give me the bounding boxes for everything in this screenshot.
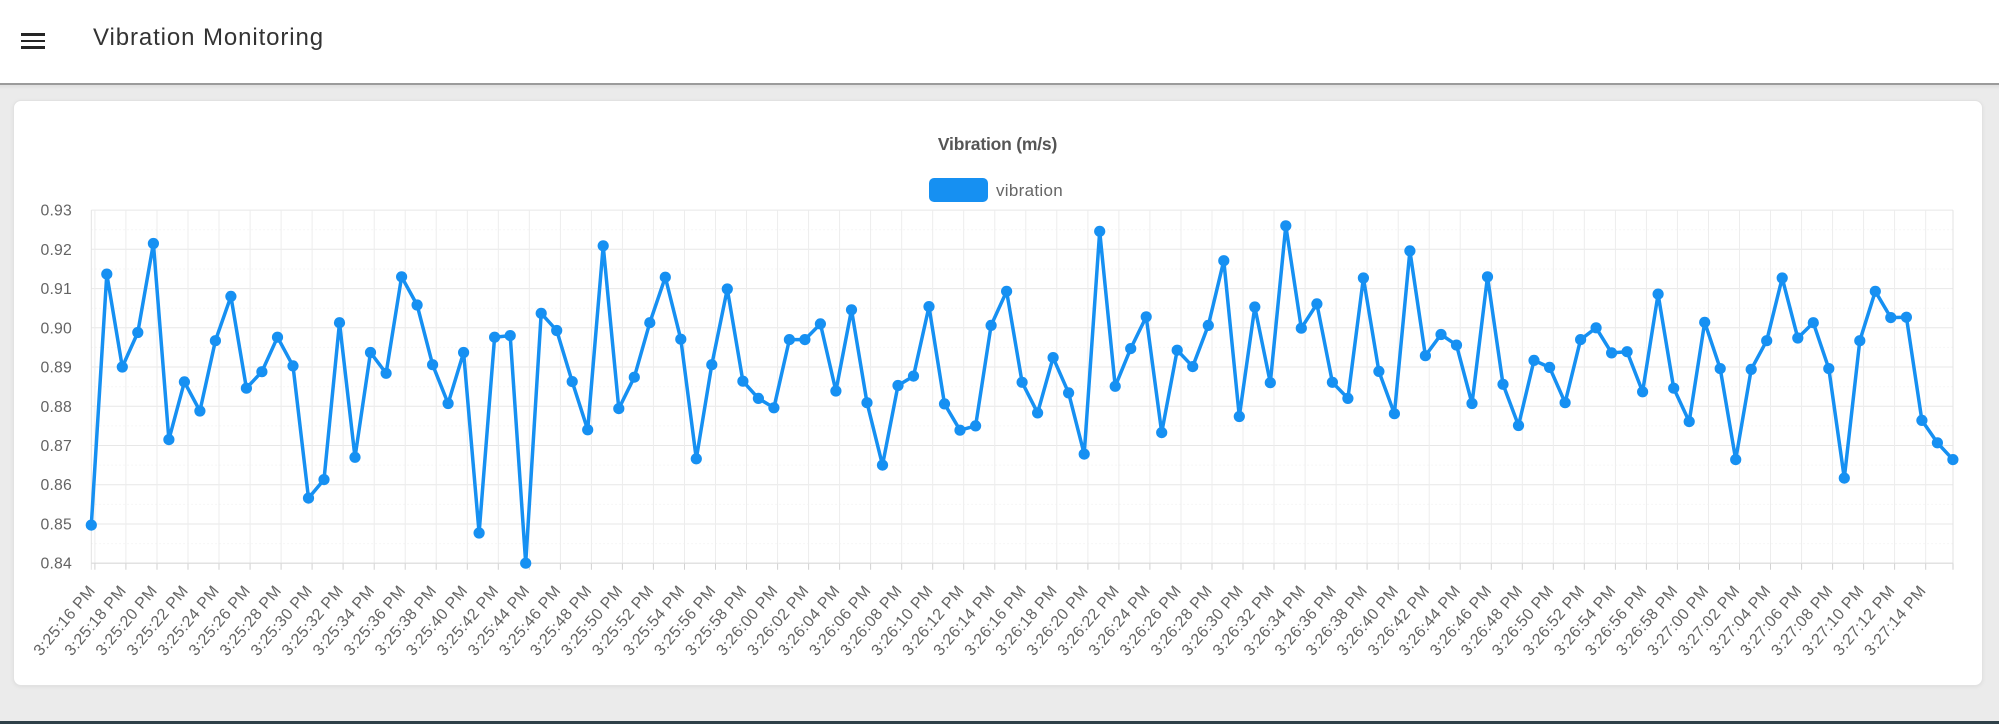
svg-text:0.86: 0.86 — [40, 477, 72, 494]
svg-text:0.87: 0.87 — [40, 438, 72, 455]
svg-text:0.89: 0.89 — [40, 360, 72, 377]
svg-text:0.92: 0.92 — [40, 242, 72, 259]
svg-text:0.88: 0.88 — [40, 399, 72, 416]
svg-text:0.84: 0.84 — [40, 556, 72, 573]
svg-text:0.91: 0.91 — [40, 281, 72, 298]
svg-text:0.93: 0.93 — [40, 203, 72, 220]
svg-text:0.90: 0.90 — [40, 320, 72, 337]
svg-text:0.85: 0.85 — [40, 517, 72, 534]
